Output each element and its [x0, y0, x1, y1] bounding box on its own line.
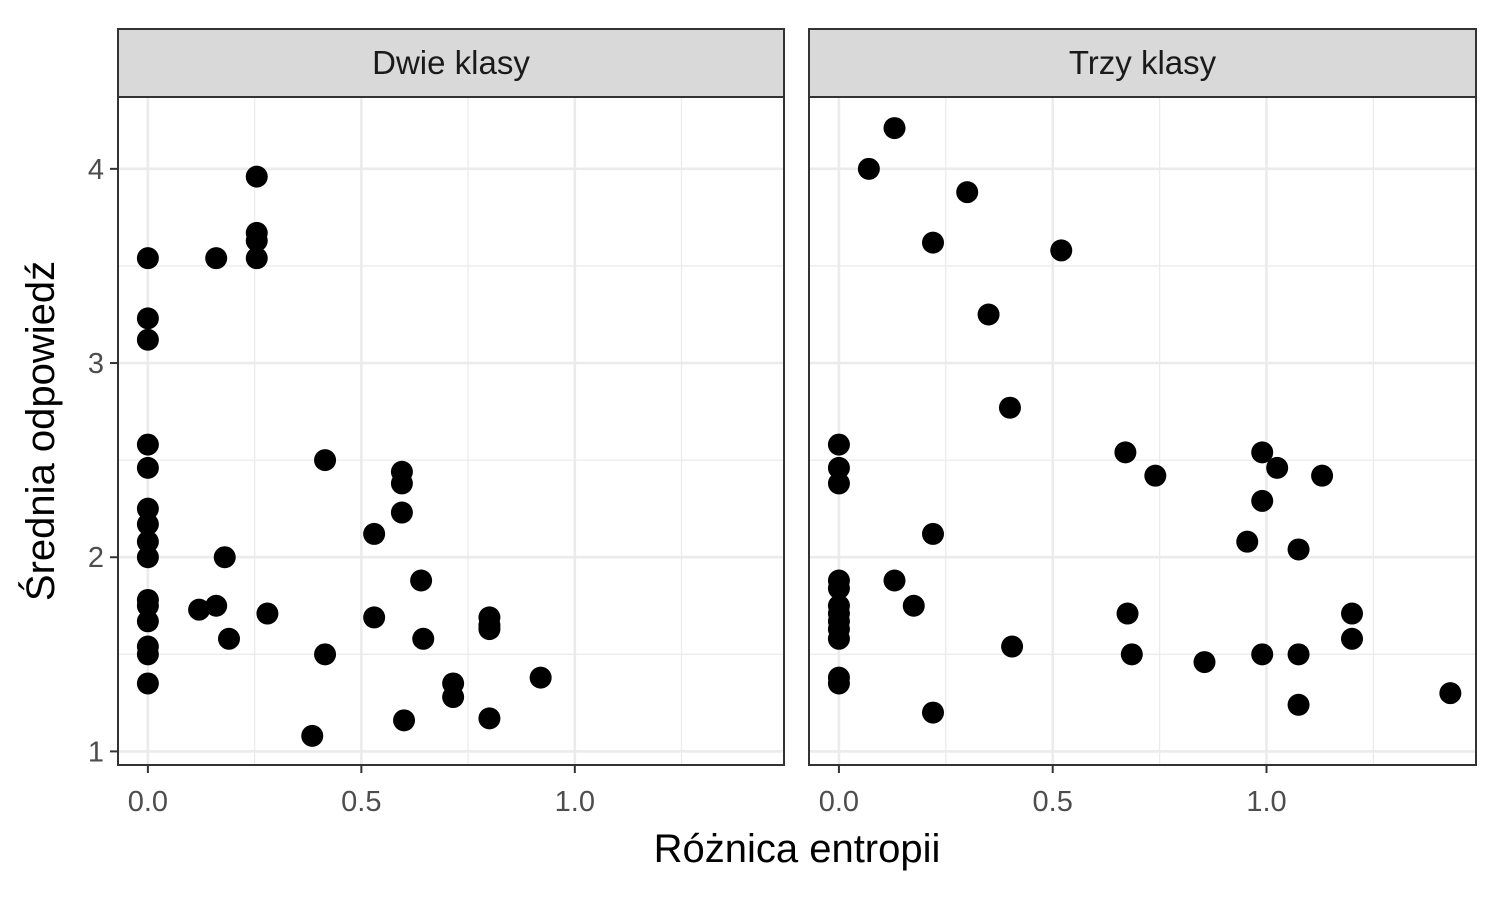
data-point — [136, 307, 159, 330]
data-point — [213, 546, 236, 569]
data-point — [136, 513, 159, 536]
data-point — [390, 472, 413, 495]
data-point — [1287, 538, 1310, 561]
panel-background — [118, 97, 784, 765]
data-point — [136, 610, 159, 633]
x-tick-label: 0.5 — [1033, 786, 1073, 818]
data-point — [1116, 602, 1139, 625]
data-point — [245, 165, 268, 188]
data-point — [136, 433, 159, 456]
x-tick-label: 1.0 — [1246, 786, 1286, 818]
data-point — [1193, 651, 1216, 674]
data-point — [883, 117, 906, 140]
x-tick-label: 0.5 — [341, 786, 381, 818]
data-point — [256, 602, 279, 625]
data-point — [363, 606, 386, 629]
data-point — [1120, 643, 1143, 666]
data-point — [390, 501, 413, 524]
data-point — [1251, 489, 1274, 512]
x-axis-title: Różnica entropii — [654, 827, 941, 871]
data-point — [188, 598, 211, 621]
data-point — [478, 618, 501, 641]
y-tick-label: 3 — [88, 348, 104, 380]
data-point — [136, 247, 159, 270]
data-point — [1251, 643, 1274, 666]
y-tick-label: 1 — [88, 736, 104, 768]
data-point — [857, 157, 880, 180]
data-point — [1341, 602, 1364, 625]
data-point — [1341, 627, 1364, 650]
facet-strip — [808, 28, 1477, 98]
data-point — [393, 709, 416, 732]
data-point — [529, 666, 552, 689]
facet-panels: Dwie klasy 0.0 0.5 1.0 Trzy klasy 0.0 0.5 1.0 — [117, 28, 1477, 818]
data-point — [1287, 693, 1310, 716]
data-point — [977, 303, 1000, 326]
facet-strip-label: Dwie klasy — [372, 44, 530, 81]
facet-strip-label: Trzy klasy — [1069, 44, 1217, 81]
data-point — [827, 433, 850, 456]
x-tick-label: 0.0 — [128, 786, 168, 818]
y-tick-label: 4 — [88, 154, 104, 186]
data-point — [218, 627, 240, 650]
data-point — [827, 577, 850, 600]
data-point — [245, 229, 268, 252]
data-point — [1050, 239, 1073, 262]
data-point — [245, 247, 268, 270]
data-point — [136, 672, 159, 695]
y-axis-title: Średnia odpowiedź — [17, 261, 63, 601]
data-point — [1236, 530, 1259, 553]
data-point — [827, 456, 850, 479]
data-point — [921, 701, 944, 724]
data-point — [1287, 643, 1310, 666]
data-point — [921, 231, 944, 254]
data-point — [998, 396, 1021, 419]
y-tick-label: 2 — [88, 542, 104, 574]
data-point — [1266, 456, 1289, 479]
data-point — [478, 707, 501, 730]
data-point — [883, 569, 906, 592]
data-point — [136, 643, 159, 666]
data-point — [314, 643, 337, 666]
data-point — [1439, 682, 1462, 705]
data-point — [1114, 441, 1137, 464]
data-point — [136, 530, 159, 553]
data-point — [136, 497, 159, 520]
data-point — [1251, 441, 1274, 464]
data-point — [301, 724, 324, 747]
data-point — [363, 522, 386, 545]
data-point — [1311, 464, 1334, 487]
x-tick-label: 1.0 — [555, 786, 595, 818]
data-point — [827, 472, 850, 495]
data-point — [956, 181, 979, 204]
panel-background — [809, 97, 1476, 765]
data-point — [136, 594, 159, 617]
data-point — [1001, 635, 1024, 658]
data-point — [442, 686, 465, 709]
data-point — [205, 247, 228, 270]
data-point — [827, 672, 850, 695]
data-point — [412, 627, 435, 650]
data-point — [205, 594, 228, 617]
data-point — [136, 546, 159, 569]
data-point — [136, 328, 159, 351]
data-point — [921, 522, 944, 545]
x-tick-label: 0.0 — [819, 786, 859, 818]
data-point — [410, 569, 433, 592]
facet-strip — [117, 28, 785, 98]
data-point — [136, 456, 159, 479]
data-point — [314, 449, 337, 472]
data-point — [827, 627, 850, 650]
data-point — [1144, 464, 1167, 487]
facet-panel-1: Dwie klasy 0.0 0.5 1.0 — [117, 28, 785, 818]
y-axis: 1 2 3 4 — [88, 154, 118, 768]
facet-panel-2: Trzy klasy 0.0 0.5 1.0 — [808, 28, 1477, 818]
data-point — [902, 594, 925, 617]
